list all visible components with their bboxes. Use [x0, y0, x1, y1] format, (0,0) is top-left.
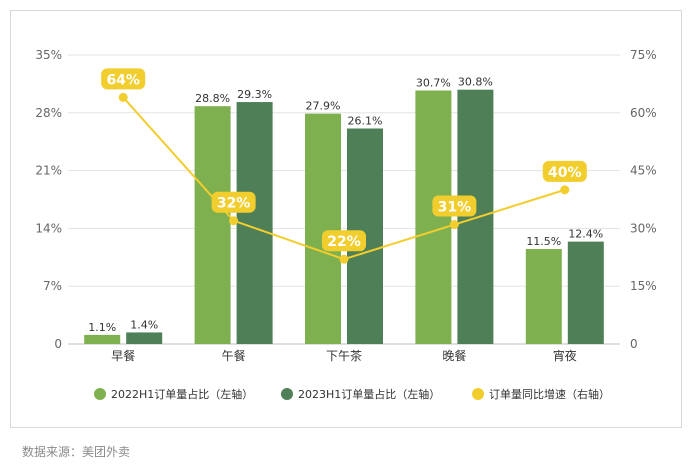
line-point	[229, 216, 239, 226]
y-right-tick-label: 60%	[630, 106, 657, 120]
y-right-tick-label: 45%	[630, 164, 657, 178]
line-point	[449, 220, 459, 230]
legend-marker	[472, 388, 484, 400]
line-value-label: 22%	[327, 234, 361, 250]
bar-value-label: 30.7%	[416, 77, 451, 90]
line-value-label: 32%	[217, 196, 251, 212]
bar	[126, 332, 163, 344]
y-right-tick-label: 30%	[630, 221, 657, 235]
line-point	[560, 185, 570, 195]
bar	[194, 106, 231, 345]
line-value-badge	[432, 195, 477, 217]
bar-value-label: 1.1%	[88, 321, 116, 334]
x-tick-label: 早餐	[111, 348, 135, 363]
line-value-badge	[542, 160, 587, 182]
x-tick-label: 午餐	[222, 348, 246, 363]
legend-marker	[94, 388, 106, 400]
y-left-tick-label: 14%	[35, 221, 62, 235]
bar	[567, 241, 604, 344]
bar-value-label: 30.8%	[458, 76, 493, 89]
y-left-tick-label: 7%	[43, 279, 62, 293]
x-tick-label: 宵夜	[553, 348, 577, 363]
bar-value-label: 12.4%	[568, 228, 603, 241]
x-tick-label: 下午茶	[326, 348, 362, 363]
y-right-tick-label: 75%	[630, 48, 657, 62]
line-point	[339, 254, 349, 264]
bar	[305, 113, 341, 344]
source-note: 数据来源：美团外卖	[22, 445, 131, 459]
bar	[84, 334, 121, 344]
bar	[415, 90, 452, 345]
x-tick-label: 晚餐	[442, 348, 466, 363]
bar	[525, 249, 562, 344]
legend-label: 2023H1订单量占比（左轴）	[298, 387, 440, 401]
y-left-tick-label: 28%	[35, 106, 62, 120]
y-right-tick-label: 0	[630, 337, 638, 351]
line-value-label: 40%	[548, 165, 582, 181]
bar-value-label: 28.8%	[195, 92, 230, 105]
bar-value-label: 11.5%	[526, 235, 561, 248]
legend-label: 2022H1订单量占比（左轴）	[111, 387, 253, 401]
line-value-badge	[101, 68, 146, 90]
bar-value-label: 27.9%	[306, 100, 341, 113]
y-right-tick-label: 15%	[630, 279, 657, 293]
bar-value-label: 29.3%	[237, 88, 272, 101]
legend-marker	[281, 388, 293, 400]
legend-label: 订单量同比增速（右轴）	[489, 387, 610, 401]
line-point	[118, 92, 128, 102]
y-left-tick-label: 0	[54, 337, 62, 351]
line-value-label: 64%	[106, 72, 140, 88]
bar-value-label: 26.1%	[348, 114, 383, 127]
y-left-tick-label: 21%	[35, 164, 62, 178]
line-value-badge	[322, 230, 366, 252]
y-left-tick-label: 35%	[35, 48, 62, 62]
bar-value-label: 1.4%	[130, 318, 158, 331]
bar	[457, 89, 494, 345]
line-value-badge	[211, 191, 256, 213]
line-value-label: 31%	[438, 200, 472, 216]
